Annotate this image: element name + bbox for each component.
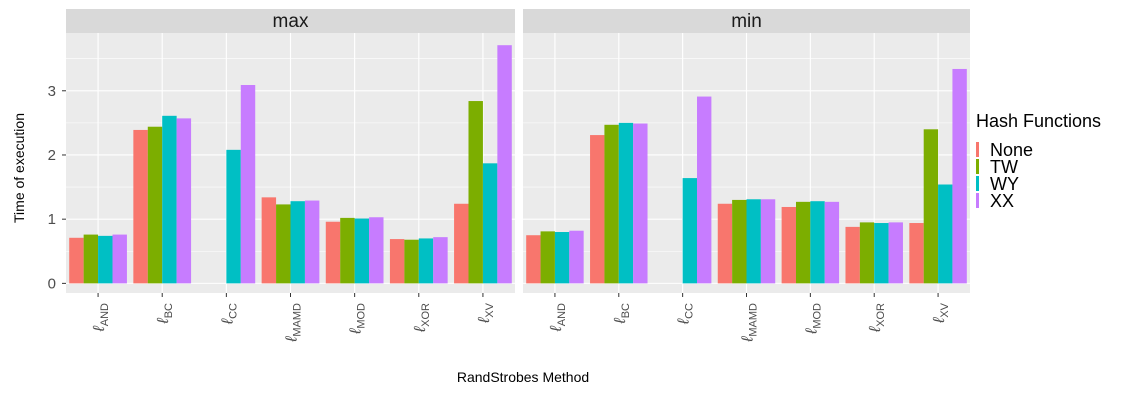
bar-max-XOR-TW [404,239,419,284]
bar-max-MAMD-TW [276,204,291,284]
bar-min-BC-TW [604,124,619,284]
y-tick-label: 0 [48,275,56,292]
bar-max-MAMD-WY [290,201,305,284]
bar-max-MOD-WY [354,218,370,284]
bar-max-AND-None [69,237,84,284]
bar-max-XV-None [454,203,469,284]
x-tick-label: ℓAND [548,303,568,332]
bar-min-MOD-TW [795,201,811,284]
bar-min-MOD-WY [810,201,825,284]
panel-min: min ℓAND ℓBC ℓCC ℓMAMD ℓMOD ℓXOR ℓXV [523,9,970,343]
bar-max-AND-WY [98,235,113,284]
x-tick-label: ℓXOR [867,303,887,333]
bar-min-AND-XX [569,230,584,284]
bar-max-BC-TW [147,126,163,284]
bar-max-CC-WY [226,149,241,284]
bar-min-CC-XX [697,96,712,284]
bar-max-CC-XX [240,85,256,284]
bar-min-MAMD-TW [732,199,747,284]
bar-min-CC-WY [682,178,698,284]
bar-min-AND-WY [554,232,570,284]
x-tick-label: ℓMAMD [740,303,760,343]
bar-min-XOR-WY [874,223,889,284]
y-axis: 0 1 2 3 [48,83,66,292]
bar-min-BC-XX [633,123,648,284]
legend-swatch-XX [976,193,979,208]
y-tick-label: 3 [48,83,56,100]
bar-min-XOR-XX [888,222,903,284]
bar-max-XOR-WY [418,238,434,284]
panels-layer: max ℓAND ℓBC ℓCC ℓMAMD ℓMOD ℓXOR ℓXV min ℓAND ℓBC ℓ… [66,9,970,343]
x-tick-label: ℓCC [219,303,239,325]
bar-max-XOR-None [389,239,405,284]
legend-label-TW: TW [990,157,1018,177]
y-tick-label: 2 [48,147,56,164]
bar-min-BC-None [590,135,605,284]
legend-label-WY: WY [990,174,1019,194]
x-tick-label: ℓBC [155,303,175,325]
bar-max-BC-None [133,129,148,284]
x-tick-label: ℓXV [931,302,951,324]
x-tick-label: ℓMOD [348,303,368,335]
facet-strip [523,9,970,33]
bar-min-XV-TW [923,129,939,284]
bar-min-BC-WY [618,122,634,284]
legend-title: Hash Functions [976,111,1101,131]
bar-min-MOD-XX [824,201,840,284]
x-tick-label: ℓBC [612,303,632,325]
bar-max-XV-TW [468,101,483,284]
bar-min-MAMD-XX [760,199,776,284]
bar-min-AND-TW [540,231,555,284]
panel-max: max ℓAND ℓBC ℓCC ℓMAMD ℓMOD ℓXOR ℓXV [66,9,515,343]
bar-max-MAMD-XX [304,200,320,284]
x-tick-label: ℓMAMD [284,303,304,343]
x-tick-label: ℓXOR [412,303,432,333]
bar-min-AND-None [526,235,541,284]
bar-max-MOD-TW [340,217,355,284]
bar-max-BC-WY [162,115,177,284]
bar-max-BC-XX [176,118,192,284]
facet-strip [66,9,515,33]
bar-max-XV-XX [497,45,512,284]
x-tick-label: ℓAND [91,303,111,332]
bar-min-XOR-None [845,226,860,284]
legend-swatch-TW [976,159,979,174]
bar-max-AND-TW [83,234,99,284]
x-tick-label: ℓXV [476,302,496,324]
x-axis-title: RandStrobes Method [457,369,589,385]
bar-max-XV-WY [482,163,498,284]
bar-min-XV-WY [938,184,953,284]
bar-min-XV-None [909,223,924,284]
bar-max-MOD-None [325,221,341,284]
y-tick-label: 1 [48,211,56,228]
bar-min-XOR-TW [859,222,875,284]
legend-swatch-WY [976,176,979,191]
y-axis-title: Time of execution [11,113,27,223]
bar-min-MAMD-None [717,203,733,284]
legend-swatch-None [976,142,979,157]
legend-label-XX: XX [990,191,1014,211]
facet-title: min [731,11,762,32]
bar-min-XV-XX [952,68,967,284]
bar-min-MOD-None [781,206,796,284]
x-tick-label: ℓMOD [803,303,823,335]
legend-label-None: None [990,140,1033,160]
bar-max-MOD-XX [369,217,384,284]
facet-title: max [273,11,309,32]
bar-max-MAMD-None [261,197,277,284]
x-tick-label: ℓCC [676,303,696,325]
bar-min-MAMD-WY [746,199,761,284]
bar-max-AND-XX [112,234,127,284]
bar-max-XOR-XX [433,237,448,284]
